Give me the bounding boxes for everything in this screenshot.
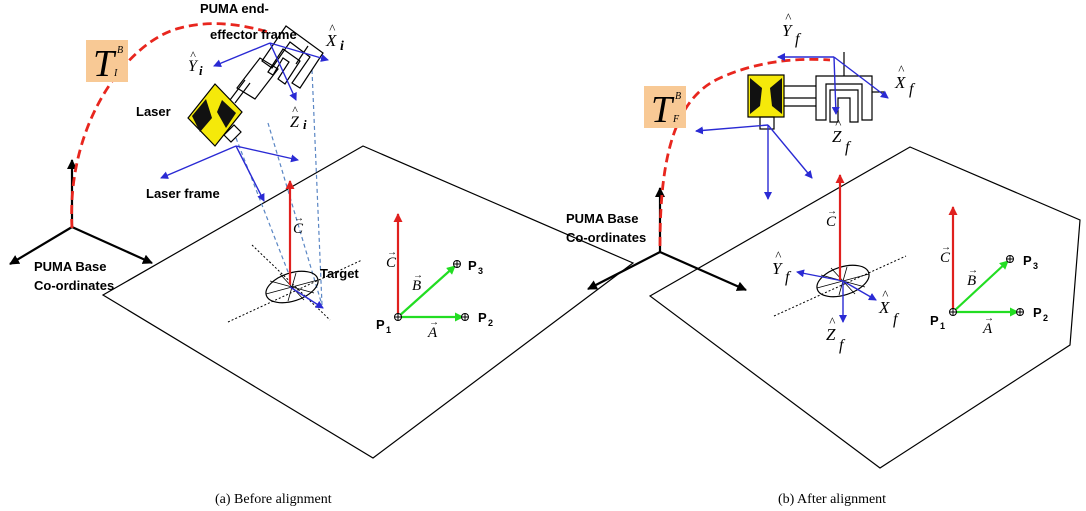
transform-symbol: T bbox=[651, 89, 675, 131]
p3-label: P bbox=[468, 258, 477, 273]
p1-subscript: 1 bbox=[940, 321, 945, 331]
target-marker bbox=[773, 255, 907, 323]
points-frame bbox=[948, 206, 1024, 317]
vector-a-label: A bbox=[427, 325, 438, 341]
target-y-label: Y bbox=[772, 259, 783, 278]
z-axis-label: Z bbox=[832, 127, 842, 146]
y-axis-subscript: f bbox=[795, 31, 802, 48]
target-z-subscript: f bbox=[839, 337, 846, 354]
points-frame bbox=[393, 213, 469, 322]
vector-c-mid-arrow: → bbox=[294, 213, 304, 224]
vector-c-arrow: → bbox=[387, 247, 397, 258]
vector-c-label: C bbox=[940, 250, 951, 266]
vector-a-label: A bbox=[982, 321, 993, 337]
vector-c-mid-arrow: → bbox=[827, 206, 837, 217]
laser-frame-axes bbox=[160, 145, 299, 202]
transform-superscript: B bbox=[675, 91, 681, 102]
laser-label: Laser bbox=[136, 104, 171, 119]
transform-subscript: I bbox=[113, 68, 118, 79]
z-axis-label: Z bbox=[290, 114, 300, 131]
vector-c-label: C bbox=[386, 255, 397, 271]
panel-after-alignment: T B F bbox=[566, 10, 1081, 507]
y-axis-subscript: i bbox=[199, 63, 203, 78]
end-effector-label-line2: effector frame bbox=[210, 27, 297, 42]
y-hat-mark: ^ bbox=[785, 10, 792, 25]
transform-trajectory bbox=[658, 57, 831, 247]
p2-subscript: 2 bbox=[488, 318, 493, 328]
x-axis-label: X bbox=[894, 73, 906, 92]
vector-b-arrow: → bbox=[413, 270, 423, 281]
x-axis-subscript: i bbox=[340, 39, 344, 54]
x-hat-mark: ^ bbox=[898, 62, 905, 77]
z-axis-subscript: f bbox=[845, 139, 852, 156]
z-hat-mark: ^ bbox=[292, 103, 298, 117]
z-axis-subscript: i bbox=[303, 117, 307, 132]
vector-b-label: B bbox=[967, 273, 976, 289]
vector-b-label: B bbox=[412, 278, 421, 294]
end-effector-frame-axes bbox=[777, 53, 889, 115]
p1-subscript: 1 bbox=[386, 325, 391, 335]
target-label: Target bbox=[320, 266, 359, 281]
y-axis-label: Y bbox=[188, 58, 199, 75]
vector-c-mid-label: C bbox=[293, 221, 304, 237]
transform-symbol: T bbox=[93, 43, 117, 85]
target-x-subscript: f bbox=[893, 311, 900, 328]
vector-a-arrow: → bbox=[984, 313, 994, 324]
laser-frame-label: Laser frame bbox=[146, 186, 220, 201]
end-effector-frame-axes bbox=[213, 42, 329, 101]
p2-label: P bbox=[1033, 305, 1042, 320]
work-surface-plane bbox=[101, 145, 635, 459]
transform-subscript: F bbox=[672, 114, 680, 125]
base-label-line2: Co-ordinates bbox=[566, 230, 646, 245]
target-y-hat-mark: ^ bbox=[775, 248, 782, 263]
laser-beam-lines bbox=[235, 69, 323, 306]
p1-label: P bbox=[930, 313, 939, 328]
puma-base-frame bbox=[9, 159, 153, 265]
y-hat-mark: ^ bbox=[190, 48, 196, 62]
p3-label: P bbox=[1023, 253, 1032, 268]
vector-b-arrow: → bbox=[968, 265, 978, 276]
end-effector-label-line1: PUMA end- bbox=[200, 1, 269, 16]
transform-superscript: B bbox=[117, 45, 123, 56]
laser-frame-axes bbox=[695, 124, 813, 200]
vector-c-mid-label: C bbox=[826, 214, 837, 230]
caption-a: (a) Before alignment bbox=[215, 492, 332, 507]
p2-label: P bbox=[478, 310, 487, 325]
work-surface-plane bbox=[648, 146, 1081, 469]
vector-c-arrow: → bbox=[941, 242, 951, 253]
base-label-line1: PUMA Base bbox=[34, 259, 106, 274]
z-hat-mark: ^ bbox=[835, 116, 842, 131]
laser-device bbox=[187, 83, 243, 147]
panel-before-alignment: T B I bbox=[9, 1, 635, 507]
target-z-hat-mark: ^ bbox=[829, 314, 836, 329]
target-x-hat-mark: ^ bbox=[882, 287, 889, 302]
p1-label: P bbox=[376, 317, 385, 332]
x-axis-label: X bbox=[325, 31, 337, 50]
p2-subscript: 2 bbox=[1043, 313, 1048, 323]
p3-subscript: 3 bbox=[1033, 261, 1038, 271]
target-x-label: X bbox=[878, 298, 890, 317]
y-axis-label: Y bbox=[782, 21, 793, 40]
base-label-line1: PUMA Base bbox=[566, 211, 638, 226]
laser-device bbox=[747, 74, 785, 130]
target-z-label: Z bbox=[826, 325, 836, 344]
base-label-line2: Co-ordinates bbox=[34, 278, 114, 293]
transform-badge bbox=[644, 86, 686, 128]
target-marker bbox=[227, 244, 363, 323]
p3-subscript: 3 bbox=[478, 266, 483, 276]
vector-a-arrow: → bbox=[429, 317, 439, 328]
caption-b: (b) After alignment bbox=[778, 492, 886, 507]
transform-badge bbox=[86, 40, 128, 82]
target-y-subscript: f bbox=[785, 269, 792, 286]
transform-trajectory bbox=[70, 22, 269, 229]
x-hat-mark: ^ bbox=[329, 21, 336, 36]
end-effector-gripper bbox=[784, 52, 884, 123]
x-axis-subscript: f bbox=[909, 81, 916, 98]
